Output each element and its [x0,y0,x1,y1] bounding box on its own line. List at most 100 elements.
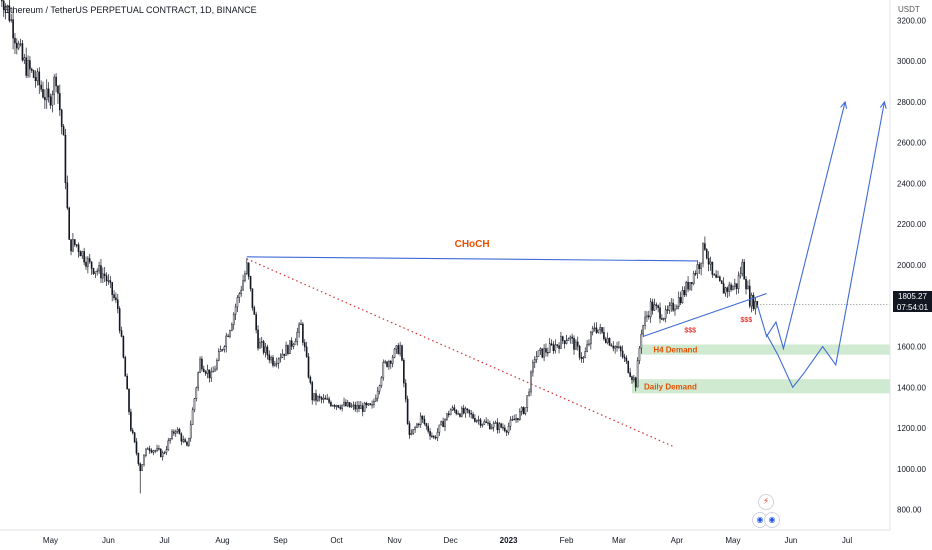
candle-body [102,273,104,279]
candle-body [62,126,65,136]
candle-body [623,356,626,359]
candle-body [206,369,209,374]
candle-body [690,282,693,285]
descending-trendline [246,258,674,447]
candle-body [747,285,749,290]
candle-body [511,418,514,421]
liquidity-label: $$$ [684,327,696,334]
candle-body [494,422,497,424]
candle-body [500,423,502,428]
candle-body [472,413,474,419]
candle-body [354,404,357,410]
candle-body [552,344,555,351]
candle-body [27,60,29,76]
candle-body [461,407,463,417]
candle-body [711,261,714,275]
candle-body [451,407,454,411]
candle-body [530,371,532,393]
candle-body [496,422,499,431]
candle-body [292,344,295,347]
candle-body [251,288,254,308]
candle-body [133,432,136,442]
candle-body [692,273,695,285]
candle-body [274,363,276,366]
candle-body [700,262,702,269]
candle-body [754,301,757,310]
candle-body [674,308,676,311]
candle-body [260,341,263,343]
candle-body [524,407,527,415]
candle-body [111,282,113,295]
candle-body [137,452,140,465]
candle-body [386,361,388,367]
time-tick-label: Sep [273,536,288,545]
candle-body [221,349,224,351]
candle-body [393,348,396,358]
price-tick-label: 3200.00 [897,16,926,25]
candle-body [150,450,153,453]
candle-body [189,424,192,439]
candle-body [505,430,508,433]
candle-body [66,182,69,209]
candle-body [619,346,622,352]
price-axis[interactable]: 800.001000.001200.001400.001600.001800.0… [889,0,932,550]
lightning-icon[interactable]: ⚡ [758,494,774,510]
candle-body [655,304,658,306]
candle-body [743,261,745,280]
candle-body [290,340,293,347]
candle-body [53,76,56,95]
choch-label: CHoCH [455,239,490,250]
candle-body [694,273,697,275]
candle-body [601,327,603,333]
time-tick-label: Dec [443,536,457,545]
candle-body [438,424,441,433]
candle-body [49,96,52,106]
candle-body [526,395,529,408]
candle-body [459,413,461,417]
candle-body [642,325,645,335]
liquidity-label: $$$ [740,317,752,324]
candle-body [561,336,564,341]
us-flag-icon-2[interactable]: ◉ [764,512,780,528]
candle-body [741,261,744,275]
time-tick-label: Jul [159,536,169,545]
candle-body [143,455,145,465]
time-axis[interactable]: May Jun Jul Aug Sep Oct Nov Dec 2023 Feb Mar Apr May… [0,529,890,545]
candle-body [573,338,575,350]
projection-arrowhead [840,100,848,109]
candle-body [629,372,631,377]
candle-body [277,358,280,364]
candle-body [662,318,665,320]
candle-body [681,290,684,304]
candle-body [346,402,349,407]
candle-body [404,382,407,400]
candle-body [634,377,637,388]
candle-body [513,418,515,421]
candle-body [625,357,628,362]
candle-body [599,327,602,331]
candle-body [436,431,439,439]
candle-body [21,43,24,61]
candle-body [713,274,716,276]
candle-body [154,450,157,452]
candle-body [556,344,558,346]
candle-body [328,398,330,403]
candle-body [647,315,650,318]
candle-body [644,316,646,326]
candle-body [670,302,673,306]
candle-body [197,372,200,389]
candle-body [264,346,267,353]
candle-body [23,57,26,61]
candle-body [427,425,429,432]
candle-body [612,345,615,349]
candle-body [518,411,521,421]
candle-body [483,421,486,425]
candle-body [195,387,198,399]
choch-line [246,256,698,262]
candle-body [739,273,742,277]
candle-body [403,359,405,384]
candle-body [115,297,117,301]
candle-body [29,60,31,70]
candle-body [604,338,607,343]
